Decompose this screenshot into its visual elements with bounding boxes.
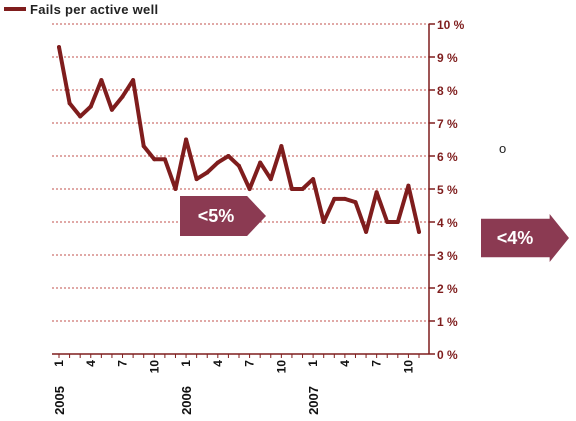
data-point	[194, 177, 199, 182]
x-tick-label: 4	[338, 360, 352, 367]
y-tick-label: 10 %	[437, 18, 465, 32]
x-tick-label: 7	[370, 360, 384, 367]
x-tick-label: 1	[52, 360, 66, 367]
data-point	[152, 157, 157, 162]
y-tick-label: 7 %	[437, 117, 458, 131]
data-point	[364, 229, 369, 234]
data-point	[173, 187, 178, 191]
data-point	[67, 101, 72, 106]
data-point	[279, 144, 284, 149]
y-tick-label: 4 %	[437, 216, 458, 230]
year-label: 2007	[306, 386, 321, 415]
x-tick-label: 4	[84, 360, 98, 367]
legend-swatch	[4, 7, 26, 11]
data-point	[311, 177, 316, 182]
data-point	[258, 160, 263, 165]
x-tick-label: 10	[274, 360, 288, 374]
data-point	[374, 190, 379, 195]
data-point	[332, 196, 337, 201]
legend: Fails per active well	[4, 0, 158, 18]
data-point	[226, 154, 231, 158]
target-arrow-5-percent: <5%	[180, 196, 266, 236]
y-tick-label: 3 %	[437, 249, 458, 263]
y-tick-label: 1 %	[437, 315, 458, 329]
data-point	[268, 177, 273, 182]
x-tick-label: 4	[211, 360, 225, 367]
data-point	[353, 200, 358, 205]
data-point	[215, 160, 220, 165]
x-tick-label: 10	[147, 360, 161, 374]
y-tick-label: 2 %	[437, 282, 458, 296]
data-point	[342, 196, 347, 201]
data-point	[417, 229, 421, 234]
y-tick-label: 6 %	[437, 150, 458, 164]
data-point	[109, 107, 114, 112]
data-point	[184, 137, 189, 142]
y-tick-label: 8 %	[437, 84, 458, 98]
data-point	[141, 144, 146, 149]
data-point	[131, 78, 136, 83]
data-point	[162, 157, 167, 162]
data-point	[237, 163, 241, 168]
data-point	[99, 78, 104, 83]
marker-symbol: o	[499, 141, 507, 156]
x-tick-label: 1	[179, 360, 193, 367]
x-tick-label: 7	[116, 360, 130, 367]
data-point	[321, 220, 326, 224]
data-point	[120, 94, 125, 99]
data-point	[406, 183, 411, 188]
data-point	[395, 220, 400, 224]
year-label: 2005	[52, 386, 67, 415]
y-tick-label: 5 %	[437, 183, 458, 197]
year-label: 2006	[179, 386, 194, 415]
data-point	[57, 45, 61, 50]
target-arrow-4-percent: <4%	[481, 214, 569, 262]
data-point	[289, 187, 294, 191]
data-point	[78, 114, 83, 119]
x-tick-label: 7	[243, 360, 257, 367]
y-tick-label: 0 %	[437, 348, 458, 362]
data-point	[247, 187, 252, 191]
legend-label: Fails per active well	[30, 1, 159, 17]
data-point	[300, 187, 305, 191]
x-tick-label: 1	[306, 360, 320, 367]
data-point	[88, 104, 93, 109]
data-point	[385, 220, 390, 224]
data-point	[205, 170, 210, 175]
y-tick-label: 9 %	[437, 51, 458, 65]
x-tick-label: 10	[401, 360, 415, 374]
